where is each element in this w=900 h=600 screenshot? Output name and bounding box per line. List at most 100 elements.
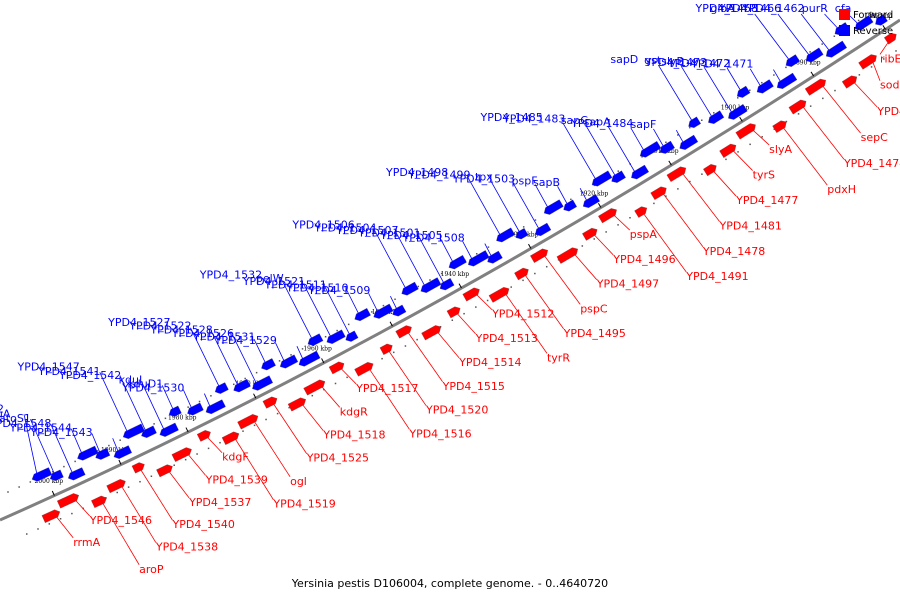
gene-leader-line (54, 513, 74, 539)
gene-label: slyA (769, 143, 792, 156)
gene-label: YPD4_1477 (735, 194, 798, 207)
gene-label: gst (644, 54, 662, 67)
label-layer: cfapurRYPD4_1462YPD4_1466YPD4_1468gloAYP… (0, 2, 900, 576)
axis-dot (510, 286, 512, 288)
gene-leader-line (607, 125, 637, 175)
axis-dot (153, 423, 155, 425)
axis-dot (809, 105, 812, 107)
gene-label: YPD4_1539 (205, 473, 268, 486)
axis-dot (346, 376, 348, 379)
gene-leader-line (824, 13, 841, 31)
gene-label: sepC (861, 131, 888, 144)
axis-dot (29, 481, 32, 483)
gene-arrow-ypd4-1511 (354, 307, 371, 322)
gene-arrow-ypd4-1466 (825, 40, 848, 58)
gene-label: pelW (256, 272, 284, 285)
gene-leader-line (252, 418, 291, 477)
axis-tick (389, 321, 393, 327)
axis-dot (74, 460, 76, 463)
axis-tick-label: 1890 kbp (792, 59, 821, 66)
gene-label: YPD4_1525 (306, 452, 369, 465)
gene-label: YPD4_1552 (0, 402, 4, 415)
gene-arrow-ypd4-1540 (131, 462, 145, 474)
gene-label: sapB (533, 176, 560, 189)
gene-label: slyB (661, 55, 684, 68)
axis-dot (895, 50, 897, 52)
axis-dot (255, 371, 258, 374)
axis-tick (118, 459, 122, 465)
axis-dot (150, 475, 153, 478)
axis-dot (809, 51, 811, 53)
gene-leader-line (204, 434, 223, 453)
gene-arrow-ypd4-1514 (421, 325, 442, 341)
gene-leader-line (522, 272, 564, 330)
gene-label: sapA (584, 116, 611, 129)
axis-dot (127, 486, 130, 488)
gene-label: YPD4_1548 (0, 417, 51, 430)
gene-leader-line (572, 251, 598, 280)
axis-dot (198, 400, 201, 403)
axis-tick (597, 202, 602, 208)
gene-leader-line (324, 286, 352, 338)
gene-leader-line (675, 129, 686, 146)
gene-leader-line (275, 342, 286, 364)
gene-leader-line (253, 338, 268, 366)
gene-leader-line (435, 329, 460, 359)
gene-arrow-sodb (858, 54, 877, 70)
gene-arrow-sapc (631, 164, 650, 180)
gene-arrow-sepc (804, 78, 826, 96)
axis-dot (242, 430, 244, 432)
gene-leader-line (138, 466, 173, 521)
axis-dot (51, 471, 54, 473)
axis-dot (288, 406, 290, 409)
gene-label: YPD4_1484 (570, 117, 633, 130)
gene-arrow-ypd4-1508 (487, 250, 503, 264)
gene-leader-line (562, 122, 598, 183)
gene-leader-line (542, 253, 581, 305)
gene-arrow-ypd4-1504 (420, 277, 442, 293)
axis-dot (475, 306, 477, 308)
gene-arrow-slyb (728, 104, 748, 120)
axis-dot (761, 136, 763, 138)
feature-layer (31, 14, 897, 523)
gene-leader-line (851, 79, 878, 108)
gene-arrow-ypd4-1485 (591, 170, 613, 187)
gene-label: rrmA (73, 536, 100, 549)
gene-arrow-ypd4-1546 (57, 493, 79, 509)
gene-leader-line (653, 128, 666, 150)
gene-arrow-ypd4-1467 (841, 75, 858, 89)
axis-dot (290, 354, 292, 356)
gene-label: YPD4_1468 (695, 2, 758, 15)
gene-leader-line (140, 380, 166, 433)
gene-arrow-ypd4-1505 (468, 250, 490, 267)
gene-leader-line (390, 296, 399, 312)
gene-arrow-ypd4-1509 (392, 304, 407, 317)
gene-label: YPD4_1471 (690, 58, 753, 71)
gene-arrow-ypd4-1530 (205, 399, 226, 415)
axis-dot (219, 441, 221, 444)
gene-leader-line (467, 177, 502, 238)
gene-arrow-ypd4-1477 (703, 164, 717, 177)
gene-arrow-ypd4-1552 (31, 467, 53, 482)
gene-leader-line (871, 13, 881, 22)
gene-arrow-ypd4-1497 (556, 247, 578, 264)
gene-arrow-ypd4-1491 (634, 206, 648, 218)
axis-tick (51, 490, 55, 496)
axis-dot (336, 329, 338, 332)
axis-dot (653, 202, 655, 205)
gene-arrow-ypd4-1478 (650, 186, 667, 201)
axis-dot (164, 417, 167, 420)
gene-leader-line (557, 186, 570, 207)
gene-arrow-ypd4-1526 (261, 358, 276, 371)
axis-dot (184, 458, 187, 461)
axis-dot (276, 412, 279, 415)
gene-leader-line (579, 187, 589, 204)
axis-dot (63, 465, 65, 468)
axis-dot (119, 439, 121, 441)
axis-dot (701, 119, 703, 121)
gene-label: YPD4_1507 (335, 224, 398, 237)
gene-label: YPD4_1515 (442, 380, 505, 393)
gene-label: YPD4_1543 (29, 426, 92, 439)
gene-arrow-ypd4-1520 (379, 343, 393, 356)
